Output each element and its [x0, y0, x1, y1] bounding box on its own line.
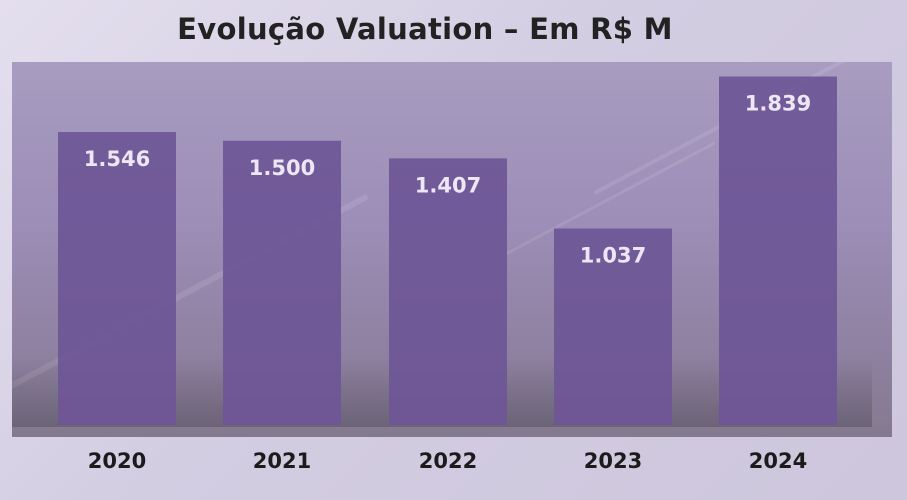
bar-2022	[389, 158, 507, 425]
value-label-2022: 1.407	[415, 173, 481, 197]
x-tick-label-2023: 2023	[584, 449, 642, 473]
x-tick-label-2024: 2024	[749, 449, 807, 473]
chart-title: Evolução Valuation – Em R$ M	[177, 12, 673, 46]
value-label-2024: 1.839	[745, 92, 811, 116]
value-label-2021: 1.500	[249, 156, 315, 180]
bar-2024	[719, 76, 837, 426]
x-tick-label-2022: 2022	[419, 449, 477, 473]
x-tick-label-2020: 2020	[88, 449, 146, 473]
value-label-2023: 1.037	[580, 243, 646, 267]
bar-2020	[58, 132, 176, 425]
bar-2021	[223, 140, 341, 425]
value-label-2020: 1.546	[84, 147, 150, 171]
x-tick-label-2021: 2021	[253, 449, 311, 473]
bar-2023	[554, 228, 672, 425]
